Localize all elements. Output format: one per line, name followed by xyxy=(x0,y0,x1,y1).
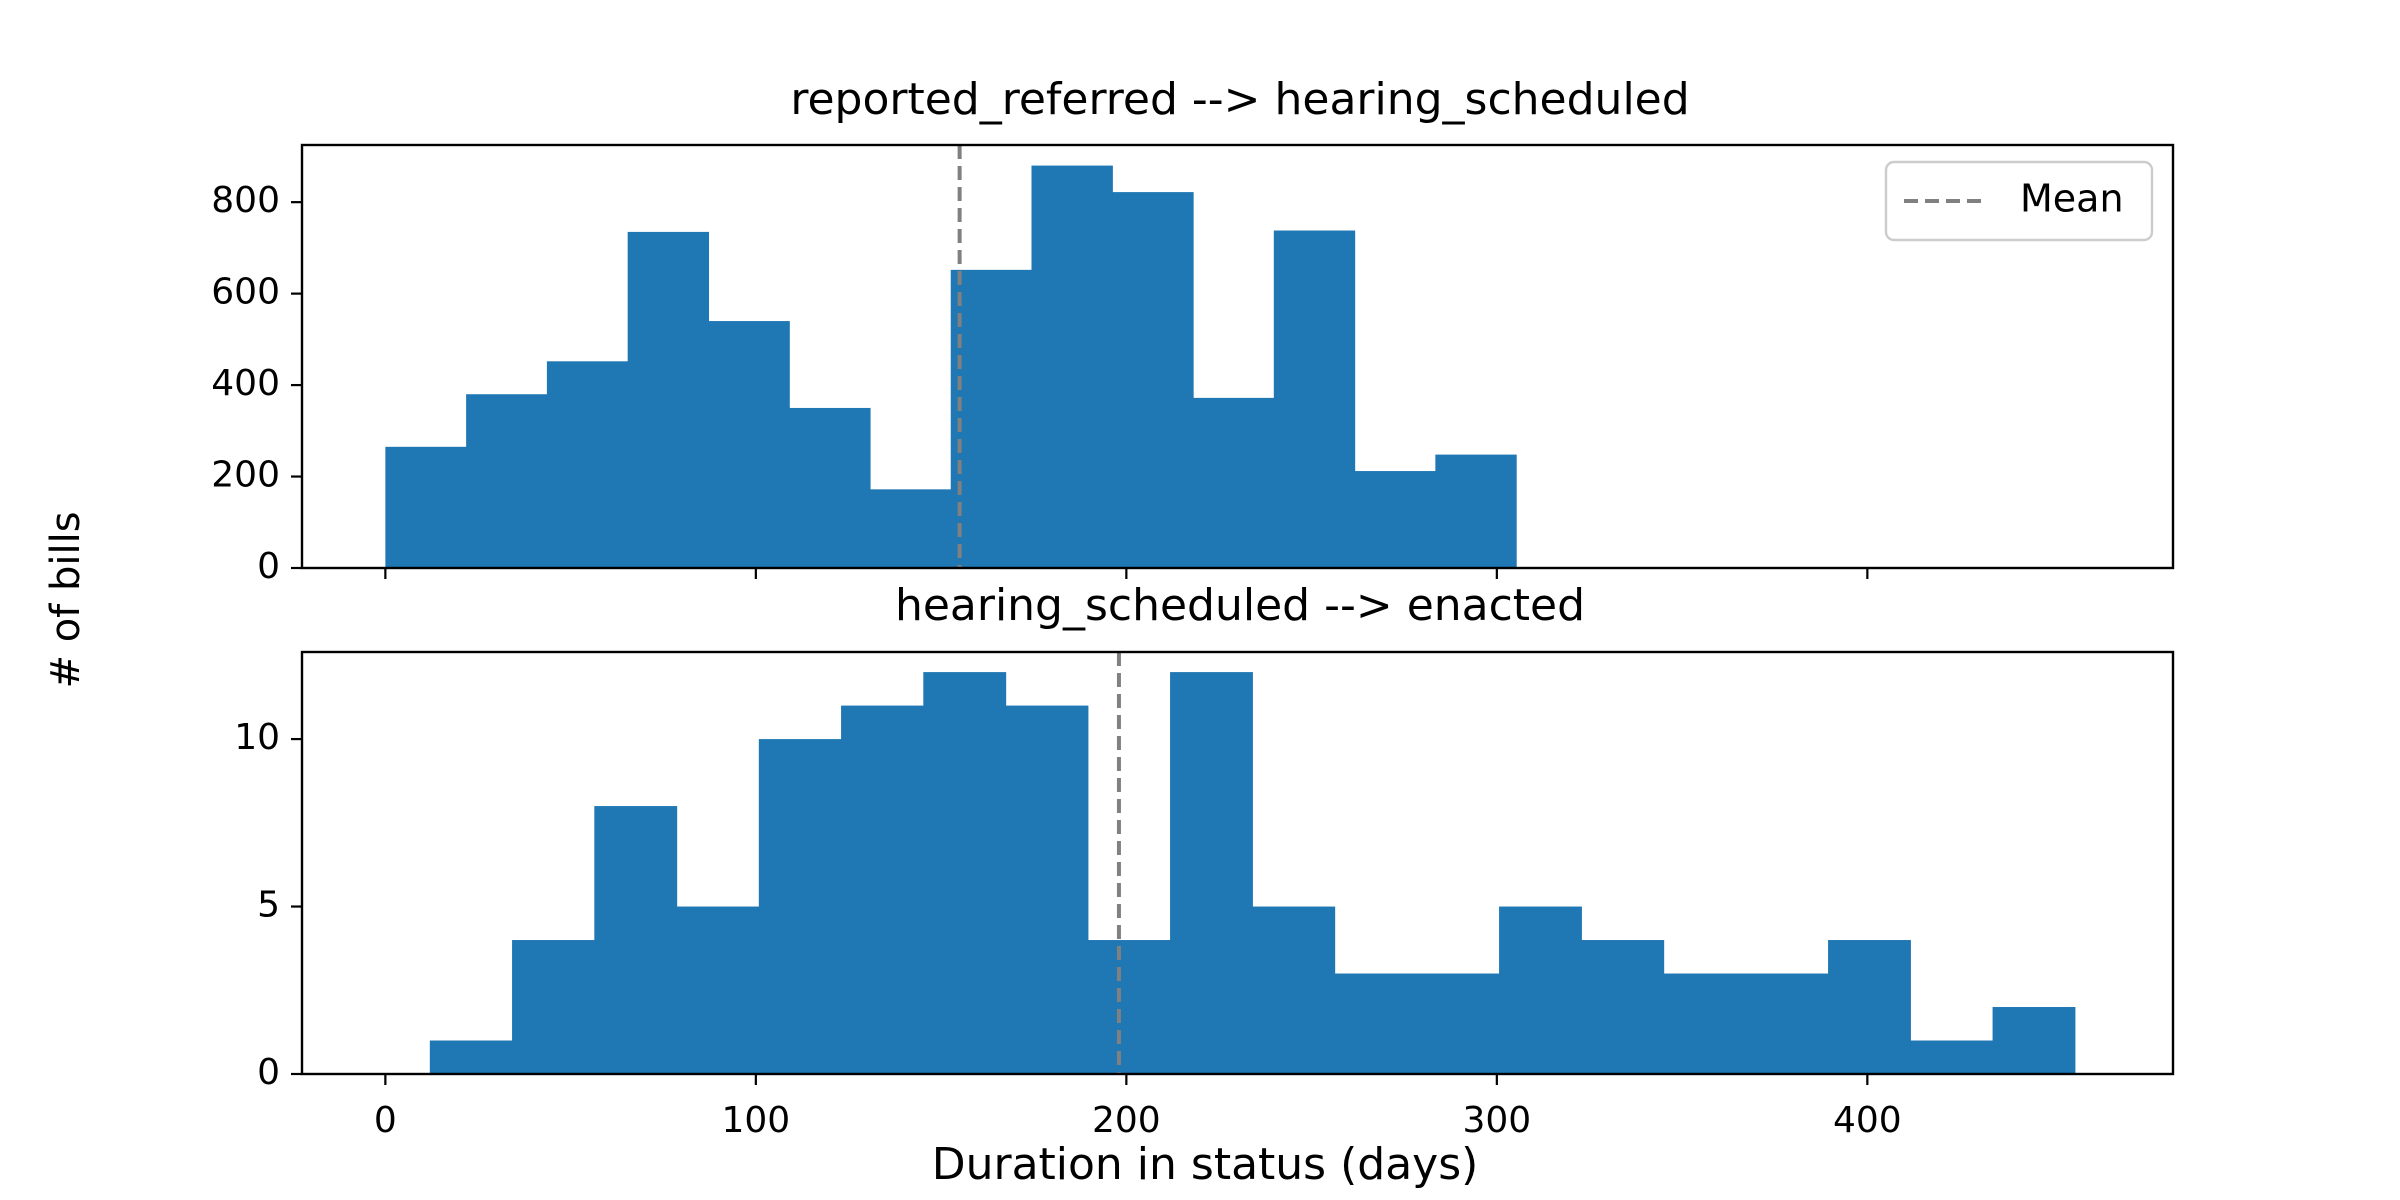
x-tick-label: 0 xyxy=(374,1100,397,1141)
subplot-title: reported_referred --> hearing_scheduled xyxy=(790,74,1689,125)
histogram-bar xyxy=(923,672,1007,1074)
histogram-bar xyxy=(1193,397,1275,568)
x-tick-label: 100 xyxy=(721,1100,790,1141)
legend: Mean xyxy=(1884,160,2154,242)
x-tick-label: 400 xyxy=(1833,1100,1902,1141)
histogram-bar xyxy=(1273,230,1356,568)
histogram-bar xyxy=(512,940,595,1074)
y-tick-label: 800 xyxy=(211,180,280,221)
legend-label: Mean xyxy=(2020,177,2124,221)
histogram-bar xyxy=(1087,940,1171,1074)
histogram-bar xyxy=(1581,940,1665,1074)
histogram-bar xyxy=(594,806,678,1074)
histogram-bar xyxy=(789,407,871,568)
subplot-bottom: hearing_scheduled --> enacted 0 100 200 300… xyxy=(234,580,2175,1141)
y-tick-label: 200 xyxy=(211,455,280,496)
subplot-top: reported_referred --> hearing_scheduled … xyxy=(211,74,2175,587)
y-tick-label: 600 xyxy=(211,272,280,313)
histogram-bars xyxy=(429,672,2076,1074)
histogram-bar xyxy=(627,231,710,569)
figure-ylabel: # of bills xyxy=(43,511,89,688)
histogram-bar xyxy=(1745,973,1829,1074)
histogram-bar xyxy=(1112,192,1194,568)
histogram-bar xyxy=(869,489,952,568)
histogram-bar xyxy=(429,1040,513,1074)
figure-xlabel: Duration in status (days) xyxy=(932,1139,1479,1190)
y-tick-label: 0 xyxy=(257,546,280,587)
axis-ticks: 0 200 400 600 800 xyxy=(211,180,1869,587)
histogram-bar xyxy=(546,361,629,568)
histogram-bar xyxy=(676,906,760,1074)
y-tick-label: 0 xyxy=(257,1052,280,1093)
histogram-bar xyxy=(1031,165,1113,569)
histogram-bar xyxy=(385,446,467,568)
histogram-bars xyxy=(385,165,1517,569)
histogram-bar xyxy=(1354,471,1436,568)
histogram-bar xyxy=(1992,1007,2076,1074)
plot-frame xyxy=(300,143,2175,570)
histogram-bar xyxy=(1005,705,1089,1074)
plot-frame xyxy=(300,650,2175,1076)
histogram-bar xyxy=(1252,906,1336,1074)
y-tick-label: 5 xyxy=(257,885,280,926)
histogram-bar xyxy=(1828,940,1911,1074)
histogram-bar xyxy=(1416,973,1500,1074)
x-tick-label: 200 xyxy=(1092,1100,1161,1141)
subplot-title: hearing_scheduled --> enacted xyxy=(895,580,1585,631)
histogram-bar xyxy=(1170,672,1253,1074)
x-tick-label: 300 xyxy=(1462,1100,1531,1141)
legend-box xyxy=(1884,160,2154,242)
histogram-bar xyxy=(708,321,790,568)
histogram-bar xyxy=(1435,454,1517,568)
axis-ticks: 0 100 200 300 400 0 5 10 xyxy=(234,717,1902,1141)
histogram-bar xyxy=(758,739,842,1074)
histogram-bar xyxy=(1910,1040,1994,1074)
histogram-bar xyxy=(841,705,924,1074)
histogram-bar xyxy=(1663,973,1747,1074)
histogram-bar xyxy=(950,269,1033,568)
y-tick-label: 400 xyxy=(211,363,280,404)
histogram-bar xyxy=(1334,973,1418,1074)
histogram-bar xyxy=(466,394,548,568)
y-tick-label: 10 xyxy=(234,717,280,758)
histogram-bar xyxy=(1499,906,1582,1074)
